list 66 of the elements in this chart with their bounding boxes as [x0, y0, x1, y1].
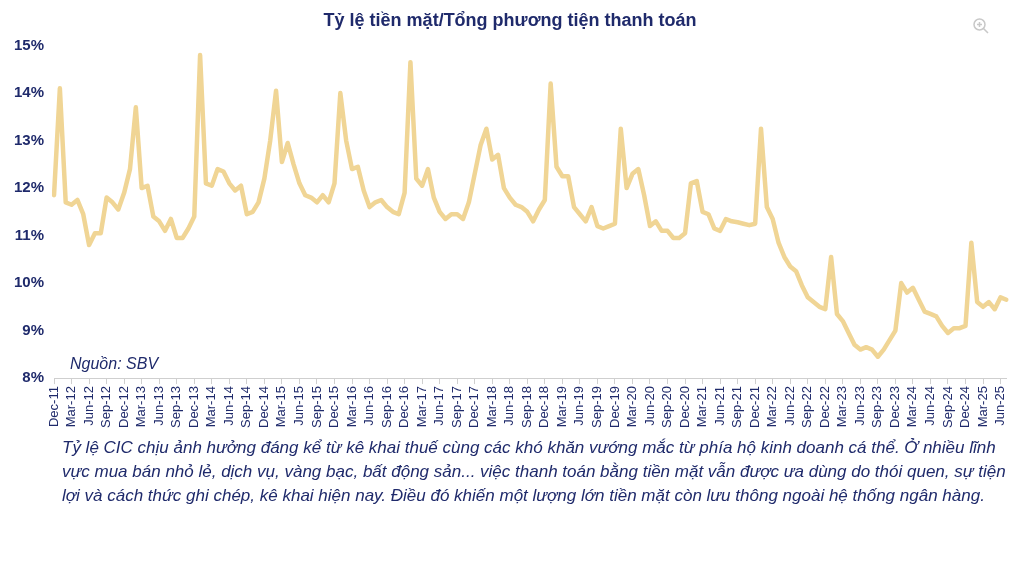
x-tick-label: Jun-16	[361, 386, 377, 426]
x-tick-label: Jun-15	[291, 386, 306, 426]
x-tick-label: Mar-19	[553, 386, 569, 428]
x-tick-label: Mar-20	[624, 386, 640, 428]
x-tick-label: Sep-20	[659, 386, 675, 428]
x-tick-label: Jun-19	[571, 386, 587, 426]
x-tick-label: Dec-21	[746, 386, 762, 428]
chart-title: Tỷ lệ tiền mặt/Tổng phương tiện thanh toán	[323, 9, 697, 30]
x-tick-label: Jun-18	[501, 386, 517, 426]
x-tick-label: Dec-22	[816, 386, 832, 428]
x-tick-label: Jun-23	[851, 386, 867, 426]
x-tick-label: Mar-24	[904, 386, 920, 428]
x-tick-label: Mar-18	[483, 386, 499, 428]
x-tick-label: Dec-11	[45, 386, 61, 428]
x-tick-label: Jun-25	[992, 386, 1008, 426]
annotation: Nguồn: SBV	[70, 354, 160, 372]
x-tick-label: Sep-19	[588, 386, 604, 428]
x-tick-label: Sep-18	[518, 386, 534, 428]
x-tick-label: Mar-14	[203, 386, 219, 428]
x-tick-label: Dec-18	[536, 386, 552, 428]
y-tick-label: 12%	[13, 178, 45, 196]
x-tick-label: Sep-14	[238, 386, 254, 428]
y-tick-label: 14%	[13, 83, 45, 101]
x-tick-label: Dec-23	[886, 386, 902, 428]
x-tick-label: Mar-23	[834, 386, 850, 428]
x-tick-label: Jun-24	[922, 386, 938, 426]
y-tick-label: 8%	[22, 368, 45, 386]
x-tick-label: Mar-16	[343, 386, 359, 428]
text: Tỷ lệ CIC chịu ảnh hưởng đáng kể từ kê khai thuế cùng các khó khăn vướng mắc từ phía hộ kinh doanh cá thể. Ở nhiều lĩnh vực mua bán nhỏ lẻ, dịch vụ, vàng bạc, bất động sản... việc thanh toán bằng tiền mặt vẫn được ưa dùng do thói quen, sự tiện lợi và cách thức ghi chép, kê khai hiện nay. Điều đó khiến một lượng lớn tiền mặt còn lưu thông ngoài hệ thống ngân hàng.	[62, 437, 1007, 507]
x-tick-label: Sep-16	[378, 386, 394, 428]
x-tick-label: Mar-15	[273, 386, 289, 428]
x-tick-label: Sep-15	[308, 386, 324, 428]
y-tick-label: 10%	[13, 273, 45, 291]
x-tick-label: Mar-22	[764, 386, 780, 428]
x-tick-label: Jun-20	[641, 386, 657, 426]
x-tick-label: Mar-12	[63, 386, 79, 428]
y-tick-label: 9%	[22, 320, 45, 338]
x-tick-label: Dec-14	[255, 386, 271, 428]
x-tick-label: Dec-19	[606, 386, 622, 428]
x-tick-label: Dec-15	[326, 386, 342, 428]
x-tick-label: Dec-12	[115, 386, 131, 428]
x-tick-label: Sep-21	[729, 386, 745, 428]
x-tick-label: Jun-22	[781, 386, 797, 426]
x-tick-label: Dec-24	[957, 386, 973, 428]
x-tick-label: Mar-13	[133, 386, 149, 428]
y-tick-label: 15%	[13, 35, 45, 53]
x-tick-label: Jun-12	[80, 386, 96, 426]
x-tick-label: Jun-14	[220, 386, 236, 426]
x-tick-label: Dec-17	[466, 386, 482, 428]
x-tick-label: Mar-21	[694, 386, 710, 428]
x-tick-label: Jun-13	[150, 386, 166, 426]
x-tick-label: Sep-23	[869, 386, 885, 428]
x-tick-label: Jun-21	[711, 386, 727, 426]
y-tick-label: 11%	[14, 225, 45, 243]
x-tick-label: Sep-22	[799, 386, 815, 428]
x-tick-label: Dec-16	[396, 386, 412, 428]
x-tick-label: Dec-20	[676, 386, 692, 428]
x-tick-label: Sep-24	[939, 386, 955, 428]
x-tick-label: Sep-12	[98, 386, 114, 428]
y-tick-label: 13%	[13, 130, 45, 148]
x-tick-label: Sep-17	[448, 386, 464, 428]
x-tick-label: Jun-17	[431, 386, 447, 426]
x-tick-label: Dec-13	[185, 386, 201, 428]
x-tick-label: Mar-25	[974, 386, 990, 428]
x-tick-label: Sep-13	[168, 386, 184, 428]
x-tick-label: Mar-17	[413, 386, 429, 428]
